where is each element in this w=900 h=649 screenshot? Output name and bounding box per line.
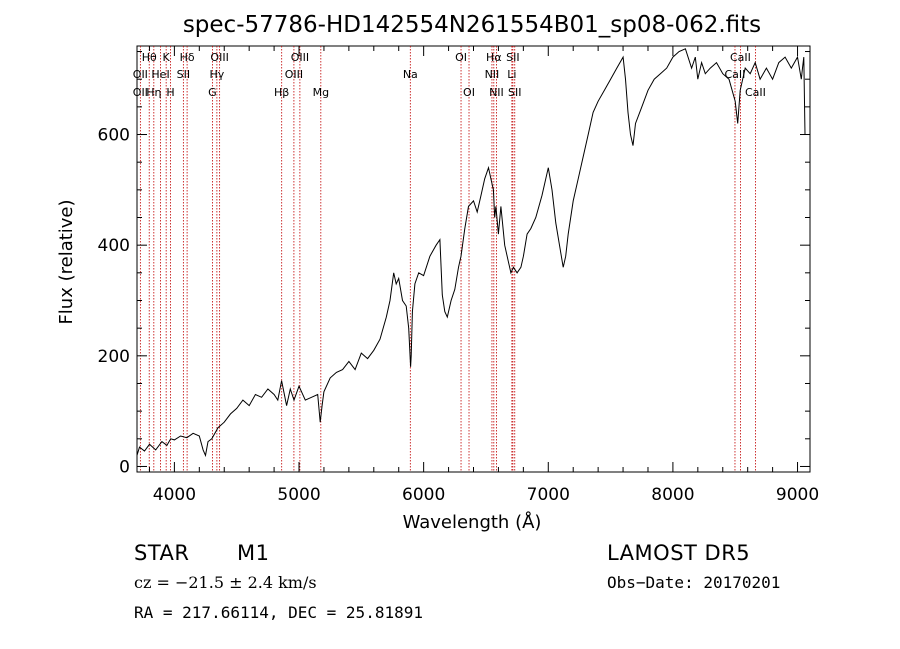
- line-label: OI: [463, 86, 475, 99]
- line-label: Na: [403, 68, 418, 81]
- spectral-line-labels: Hθ K Hδ OIII OIII OI Hα SII CaII OII HeI SII Hγ OIII N…: [133, 51, 766, 99]
- y-axis: 0 200 400 600: [98, 51, 810, 477]
- line-label: SII: [506, 51, 519, 64]
- line-label: Hη: [146, 86, 161, 99]
- line-label: OIII: [210, 51, 228, 64]
- x-tick-label: 5000: [277, 485, 320, 505]
- line-label: K: [163, 51, 171, 64]
- line-label: H: [166, 86, 174, 99]
- line-label: OII: [133, 86, 148, 99]
- y-tick-label: 200: [98, 347, 130, 367]
- line-label: CaII: [725, 68, 746, 81]
- x-axis-label: Wavelength (Å): [403, 511, 542, 533]
- x-tick-label: 6000: [402, 485, 445, 505]
- line-label: G: [208, 86, 217, 99]
- observation-date: Obs−Date: 20170201: [607, 573, 781, 592]
- line-label: SII: [508, 86, 521, 99]
- y-tick-label: 400: [98, 236, 130, 256]
- survey-label: LAMOST DR5: [607, 541, 751, 565]
- object-subclass: M1: [237, 541, 270, 565]
- object-type: STAR: [134, 541, 190, 565]
- line-label: SII: [177, 68, 190, 81]
- x-axis: 4000 5000 6000 7000 8000 9000: [148, 46, 819, 505]
- line-label: NII: [485, 68, 500, 81]
- x-tick-label: 9000: [776, 485, 819, 505]
- line-label: CaII: [745, 86, 766, 99]
- line-label: OIII: [291, 51, 309, 64]
- line-label: HeI: [151, 68, 169, 81]
- line-label: Hγ: [209, 68, 224, 81]
- spectrum-line: [136, 48, 806, 458]
- line-label: OII: [133, 68, 148, 81]
- spectral-line-markers: [139, 46, 756, 472]
- y-tick-label: 600: [98, 126, 130, 146]
- line-label: Li: [507, 68, 516, 81]
- line-label: Hθ: [142, 51, 157, 64]
- line-label: OI: [455, 51, 467, 64]
- x-tick-label: 7000: [527, 485, 570, 505]
- chart-title: spec-57786-HD142554N261554B01_sp08-062.f…: [183, 12, 761, 38]
- x-tick-label: 4000: [153, 485, 196, 505]
- plot-frame: [136, 45, 811, 473]
- line-label: Hδ: [180, 51, 195, 64]
- line-label: Mg: [313, 86, 329, 99]
- line-label: OIII: [285, 68, 303, 81]
- x-tick-label: 8000: [651, 485, 694, 505]
- y-tick-label: 0: [119, 457, 130, 477]
- line-label: NII: [489, 86, 504, 99]
- line-label: Hα: [486, 51, 502, 64]
- redshift-velocity: cz = −21.5 ± 2.4 km/s: [134, 573, 317, 592]
- line-label: Hβ: [274, 86, 289, 99]
- line-label: CaII: [730, 51, 751, 64]
- coordinates: RA = 217.66114, DEC = 25.81891: [134, 603, 423, 622]
- y-axis-label: Flux (relative): [56, 199, 77, 324]
